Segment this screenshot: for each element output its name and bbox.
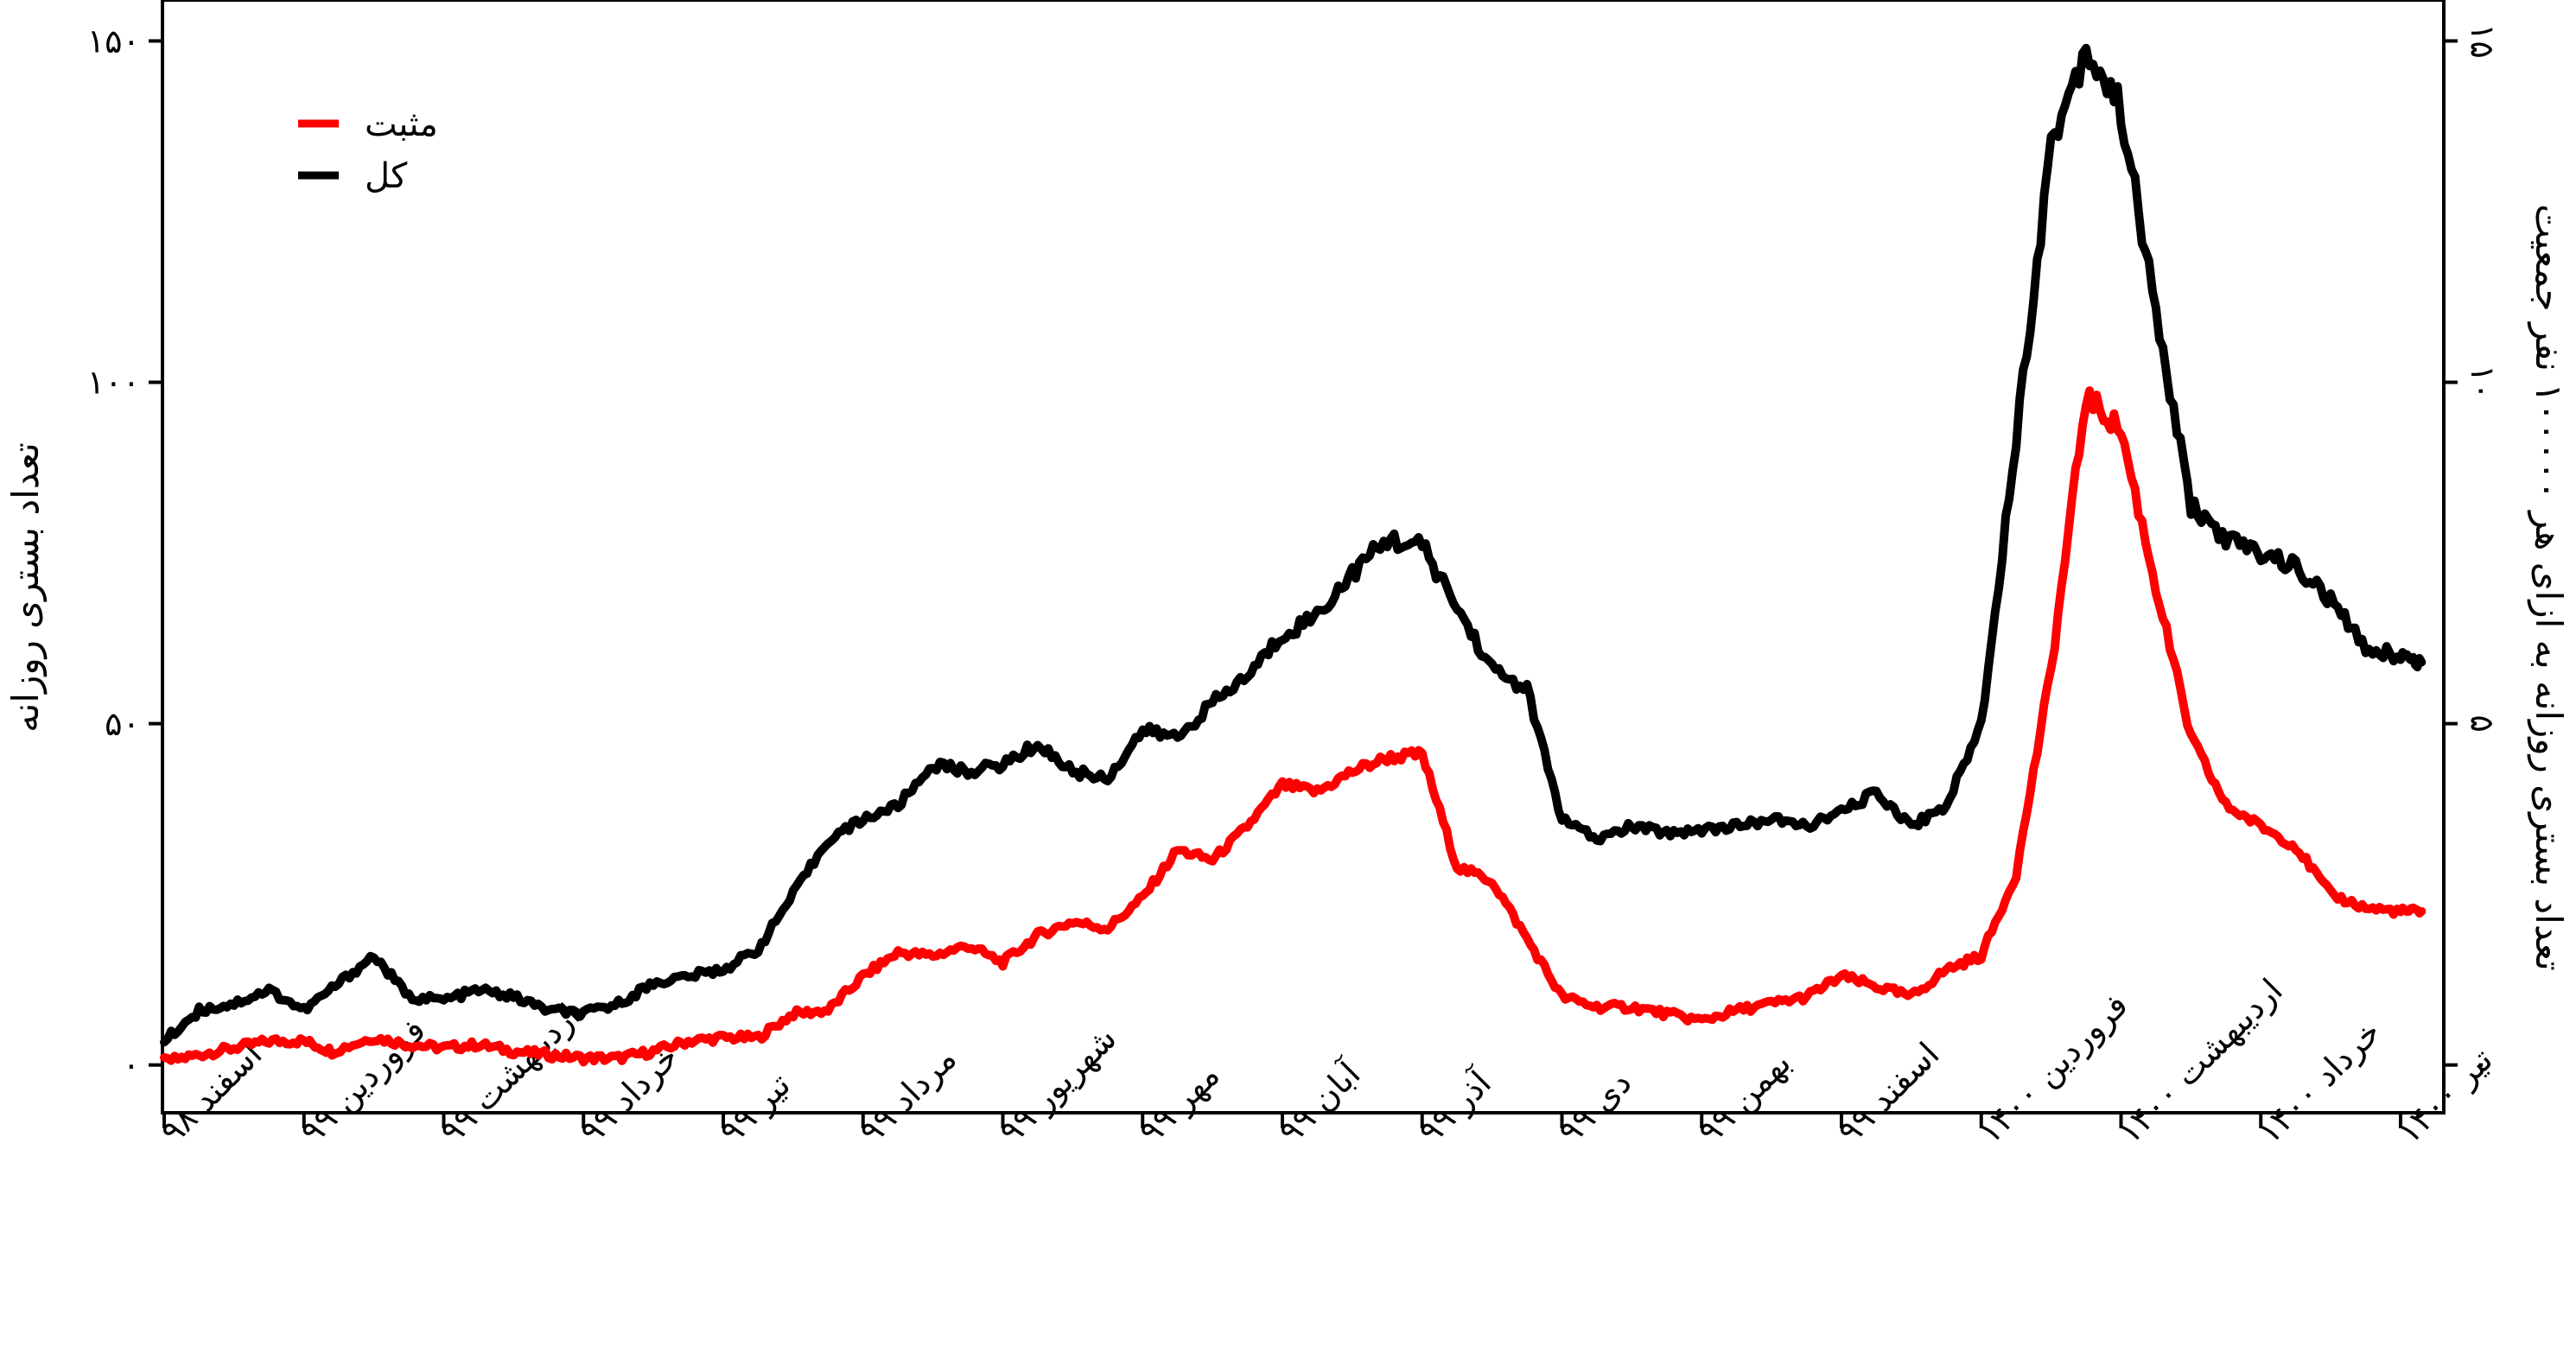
left-y-axis: ۰ ۵۰ ۱۰۰ ۱۵۰ [87,22,162,1084]
x-tick-label: دی ۹۹ [1551,1064,1639,1152]
series-line-total [160,43,2427,1047]
series-lines [160,43,2427,1067]
right-y-tick-label: ۱۵ [2464,23,2502,59]
x-tick-label: بهمن ۹۹ [1691,1044,1799,1152]
left-y-tick-label: ۵۰ [105,705,140,743]
legend-label-total: کل [365,156,408,196]
x-tick-label: خرداد ۱۴۰۰ [2250,1013,2389,1152]
left-y-tick-label: ۱۵۰ [87,22,140,60]
left-y-tick-label: ۱۰۰ [87,364,140,402]
left-y-tick-label: ۰ [123,1046,140,1084]
x-tick-label: اردیبهشت ۹۹ [433,996,588,1152]
right-y-tick-label: ۵ [2464,714,2502,732]
legend: مثبت کل [298,105,438,196]
x-tick-label: شهریور ۹۹ [992,1019,1124,1152]
x-tick-label: مرداد ۹۹ [852,1039,964,1152]
series-line-positive [160,386,2427,1067]
x-tick-label: مهر ۹۹ [1132,1056,1228,1152]
x-tick-label: فروردین ۱۴۰۰ [1970,986,2136,1152]
right-y-axis: ۰ ۵ ۱۰ ۱۵ [2444,23,2502,1074]
x-tick-label: آذر ۹۹ [1410,1063,1499,1152]
x-tick-label: فروردین ۹۹ [293,1011,434,1152]
right-y-tick-label: ۰ [2464,1056,2502,1073]
legend-label-positive: مثبت [365,105,438,144]
x-tick-label: آبان ۹۹ [1271,1053,1369,1151]
x-tick-label: اسفند ۹۹ [1830,1035,1946,1151]
x-tick-label: تیر ۹۹ [712,1065,798,1152]
left-axis-title: تعداد بستری روزانه [4,442,47,733]
plot-frame [161,0,2446,1115]
right-y-tick-label: ۱۰ [2464,365,2502,400]
right-axis-title: تعداد بستری روزانه به ازای هر ۱۰۰۰۰۰ نفر… [2528,204,2570,971]
